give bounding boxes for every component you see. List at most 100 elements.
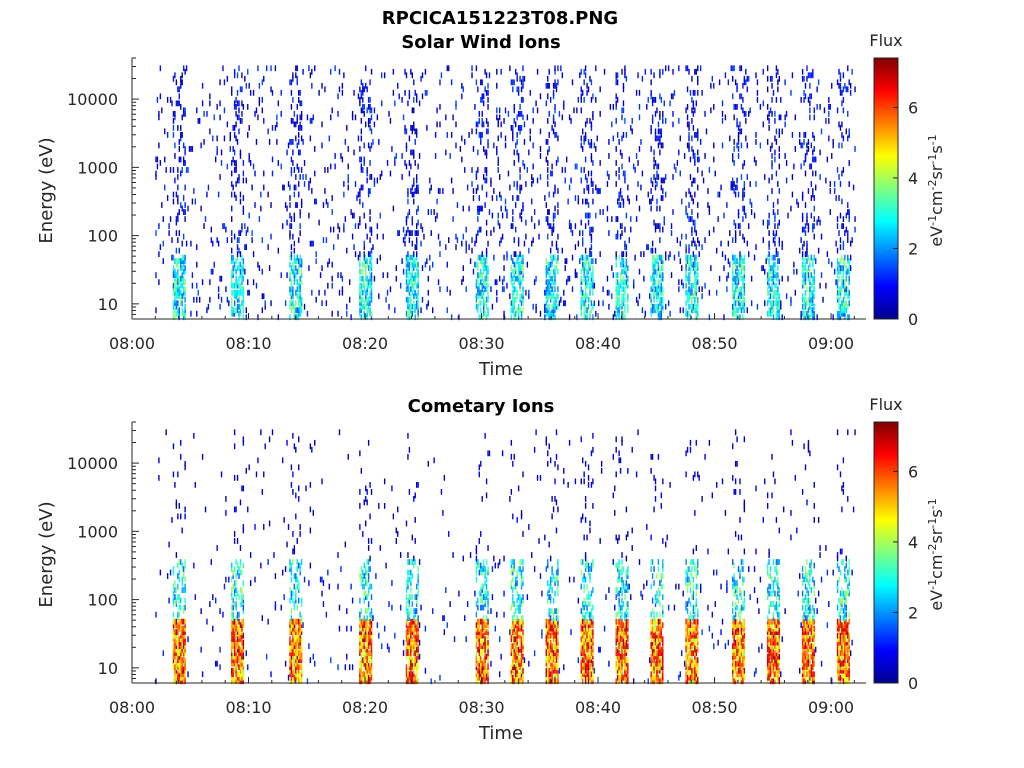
spectrogram-cell [510, 275, 513, 282]
spectrogram-cell [548, 289, 550, 296]
spectrogram-cell [615, 251, 617, 258]
spectrogram-cell [836, 282, 839, 289]
spectrogram-cell [506, 212, 508, 219]
spectrogram-cell [231, 587, 233, 593]
spectrogram-cell [624, 117, 626, 124]
spectrogram-cell [343, 223, 345, 229]
spectrogram-cell [255, 471, 258, 478]
spectrogram-cell [362, 289, 364, 296]
spectrogram-cell [485, 251, 488, 258]
spectrogram-cell [235, 289, 237, 296]
spectrogram-cell [421, 72, 424, 79]
spectrogram-cell [238, 625, 240, 632]
spectrogram-cell [555, 296, 558, 303]
spectrogram-cell [845, 86, 847, 93]
spectrogram-cell [771, 254, 773, 261]
spectrogram-cell [200, 205, 202, 212]
spectrogram-cell [408, 265, 411, 272]
spectrogram-cell [295, 513, 297, 520]
spectrogram-cell [804, 303, 807, 310]
spectrogram-cell [367, 251, 370, 258]
spectrogram-cell [293, 618, 296, 625]
spectrogram-cell [241, 664, 243, 671]
spectrogram-cell [233, 653, 236, 660]
spectrogram-cell [200, 646, 202, 653]
spectrogram-cell [298, 618, 300, 625]
spectrogram-cell [300, 279, 303, 286]
spectrogram-cell [213, 114, 215, 121]
spectrogram-cell [231, 300, 233, 307]
spectrogram-cell [801, 296, 804, 303]
spectrogram-cell [743, 300, 746, 307]
spectrogram-cell [803, 314, 805, 321]
spectrogram-cell [295, 632, 297, 639]
spectrogram-cell [485, 89, 488, 96]
spectrogram-cell [487, 121, 489, 128]
spectrogram-cell [219, 275, 221, 282]
spectrogram-cell [174, 664, 176, 671]
spectrogram-cell [810, 272, 813, 279]
spectrogram-cell [552, 212, 555, 219]
spectrogram-cell [688, 310, 690, 317]
spectrogram-cell [180, 296, 182, 303]
spectrogram-cell [686, 103, 689, 110]
spectrogram-cell [478, 272, 480, 279]
spectrogram-cell [812, 170, 814, 177]
spectrogram-cell [292, 303, 294, 310]
spectrogram-cell [769, 310, 772, 317]
spectrogram-cell [366, 667, 368, 674]
spectrogram-cell [178, 258, 180, 265]
spectrogram-cell [405, 587, 408, 593]
spectrogram-cell [803, 96, 805, 103]
spectrogram-cell [405, 608, 408, 615]
spectrogram-cell [475, 121, 478, 128]
spectrogram-cell [732, 184, 734, 191]
spectrogram-cell [239, 646, 242, 653]
spectrogram-cell [306, 114, 309, 121]
spectrogram-cell [812, 310, 814, 317]
spectrogram-cell [592, 114, 594, 121]
spectrogram-cell [298, 464, 300, 471]
spectrogram-cell [551, 124, 553, 131]
spectrogram-cell [359, 629, 361, 636]
spectrogram-cell [616, 286, 619, 293]
spectrogram-cell [587, 86, 590, 93]
spectrogram-cell [804, 310, 807, 317]
spectrogram-cell [204, 506, 207, 513]
spectrogram-cell [737, 209, 740, 215]
spectrogram-cell [737, 132, 740, 138]
spectrogram-cell [405, 296, 408, 303]
spectrogram-cell [347, 163, 349, 170]
spectrogram-cell [478, 110, 480, 117]
spectrogram-cell [622, 86, 625, 93]
spectrogram-cell [673, 89, 676, 96]
spectrogram-cell [346, 608, 348, 615]
spectrogram-cell [181, 576, 183, 583]
spectrogram-cell [350, 625, 352, 632]
spectrogram-cell [293, 545, 296, 551]
spectrogram-cell [182, 678, 185, 685]
spectrogram-cell [506, 251, 508, 258]
spectrogram-cell [330, 226, 332, 233]
spectrogram-cell [365, 580, 367, 586]
spectrogram-cell [580, 310, 582, 317]
spectrogram-cell [182, 625, 185, 632]
spectrogram-cell [742, 265, 744, 272]
spectrogram-cell [299, 275, 301, 282]
spectrogram-cell [295, 597, 297, 604]
spectrogram-cell [305, 485, 307, 492]
spectrogram-cell [584, 282, 587, 289]
spectrogram-cell [653, 268, 655, 275]
spectrogram-cell [558, 110, 561, 117]
spectrogram-cell [737, 146, 740, 152]
spectrogram-cell [184, 576, 186, 583]
spectrogram-cell [299, 261, 301, 268]
spectrogram-cell [504, 142, 507, 149]
spectrogram-cell [236, 100, 239, 107]
spectrogram-cell [507, 170, 510, 177]
spectrogram-cell [841, 198, 843, 205]
spectrogram-cell [405, 664, 408, 671]
spectrogram-cell [525, 289, 527, 296]
spectrogram-cell [812, 314, 814, 321]
spectrogram-cell [606, 181, 609, 187]
